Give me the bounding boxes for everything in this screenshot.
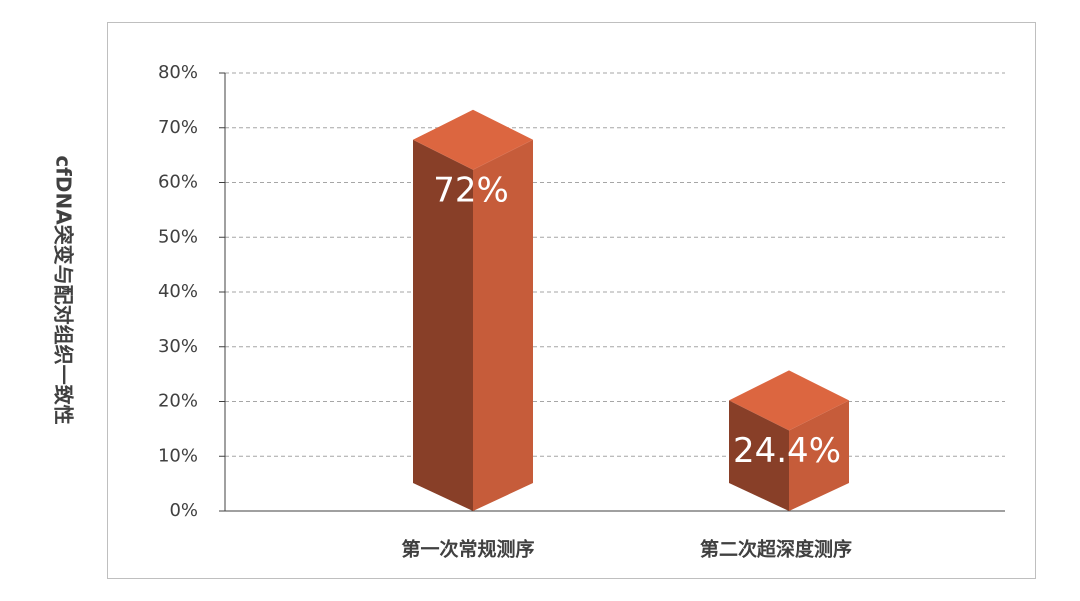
y-tick-label: 70% bbox=[158, 117, 198, 138]
bar-top-face bbox=[729, 370, 849, 431]
x-tick-label: 第二次超深度测序 bbox=[700, 538, 852, 561]
data-label: 72% bbox=[433, 170, 509, 210]
y-tick-label: 60% bbox=[158, 172, 198, 193]
bar-top-face bbox=[413, 109, 533, 170]
y-tick-label: 20% bbox=[158, 391, 198, 412]
y-tick-label: 0% bbox=[169, 500, 198, 521]
bar bbox=[729, 370, 849, 511]
y-tick-label: 10% bbox=[158, 445, 198, 466]
y-axis-label: cfDNA突变与配对组织一致性 bbox=[52, 155, 76, 424]
y-tick-label: 40% bbox=[158, 281, 198, 302]
chart-frame bbox=[107, 22, 1036, 579]
bar-left-face bbox=[729, 400, 789, 511]
y-tick-label: 80% bbox=[158, 62, 198, 83]
bar-left-face bbox=[413, 139, 473, 512]
data-label: 24.4% bbox=[733, 431, 841, 471]
y-tick-label: 30% bbox=[158, 336, 198, 357]
x-tick-label: 第一次常规测序 bbox=[401, 538, 534, 561]
bar-right-face bbox=[473, 139, 533, 512]
bar bbox=[413, 109, 533, 512]
bar-right-face bbox=[789, 400, 849, 511]
y-tick-label: 50% bbox=[158, 226, 198, 247]
